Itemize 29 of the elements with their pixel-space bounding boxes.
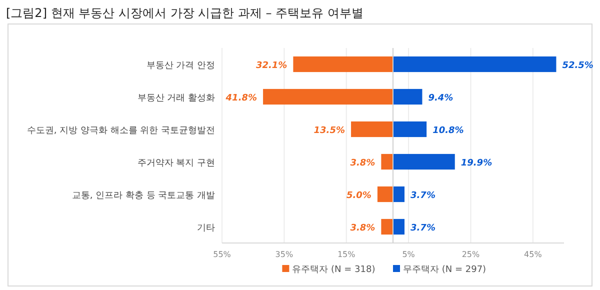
x-tick-label: 55% (213, 250, 232, 259)
y-tick-label: 부동산 거래 활성화 (137, 93, 215, 104)
y-tick-label: 주거약자 복지 구현 (137, 158, 215, 168)
text: 3.8% (350, 158, 376, 168)
x-tick-label: 25% (462, 250, 480, 259)
text: 3.8% (350, 223, 376, 234)
bar (393, 88, 422, 105)
bar (381, 154, 393, 170)
legend-label: 무주택자 (N = 297) (403, 265, 486, 275)
text: 32.1% (256, 60, 288, 71)
text: 5.0% (346, 190, 372, 201)
y-tick-label: 기타 (197, 223, 215, 234)
x-tick-label: 15% (337, 250, 356, 259)
y-tick-label: 부동산 가격 안정 (146, 60, 215, 71)
y-tick-label: 수도권, 지방 양극화 해소를 위한 국토균형발전 (26, 126, 215, 136)
x-tick-label: 35% (275, 250, 294, 259)
text: 41.8% (226, 93, 258, 104)
legend-label: 유주택자 (N = 318) (292, 265, 376, 275)
chart-title: [그림2] 현재 부동산 시장에서 가장 시급한 과제 – 주택보유 여부별 (6, 6, 364, 20)
x-tick-label: 5% (402, 250, 416, 259)
x-tick-label: 45% (524, 250, 542, 259)
text: 19.9% (460, 158, 492, 168)
text: 3.7% (410, 223, 436, 234)
text: 52.5% (562, 60, 594, 71)
text: 13.5% (314, 126, 346, 136)
text: 3.7% (410, 190, 436, 201)
text: 9.4% (428, 93, 454, 104)
text: 10.8% (432, 126, 464, 136)
y-tick-label: 교통, 인프라 확충 등 국토교통 개발 (72, 190, 215, 201)
